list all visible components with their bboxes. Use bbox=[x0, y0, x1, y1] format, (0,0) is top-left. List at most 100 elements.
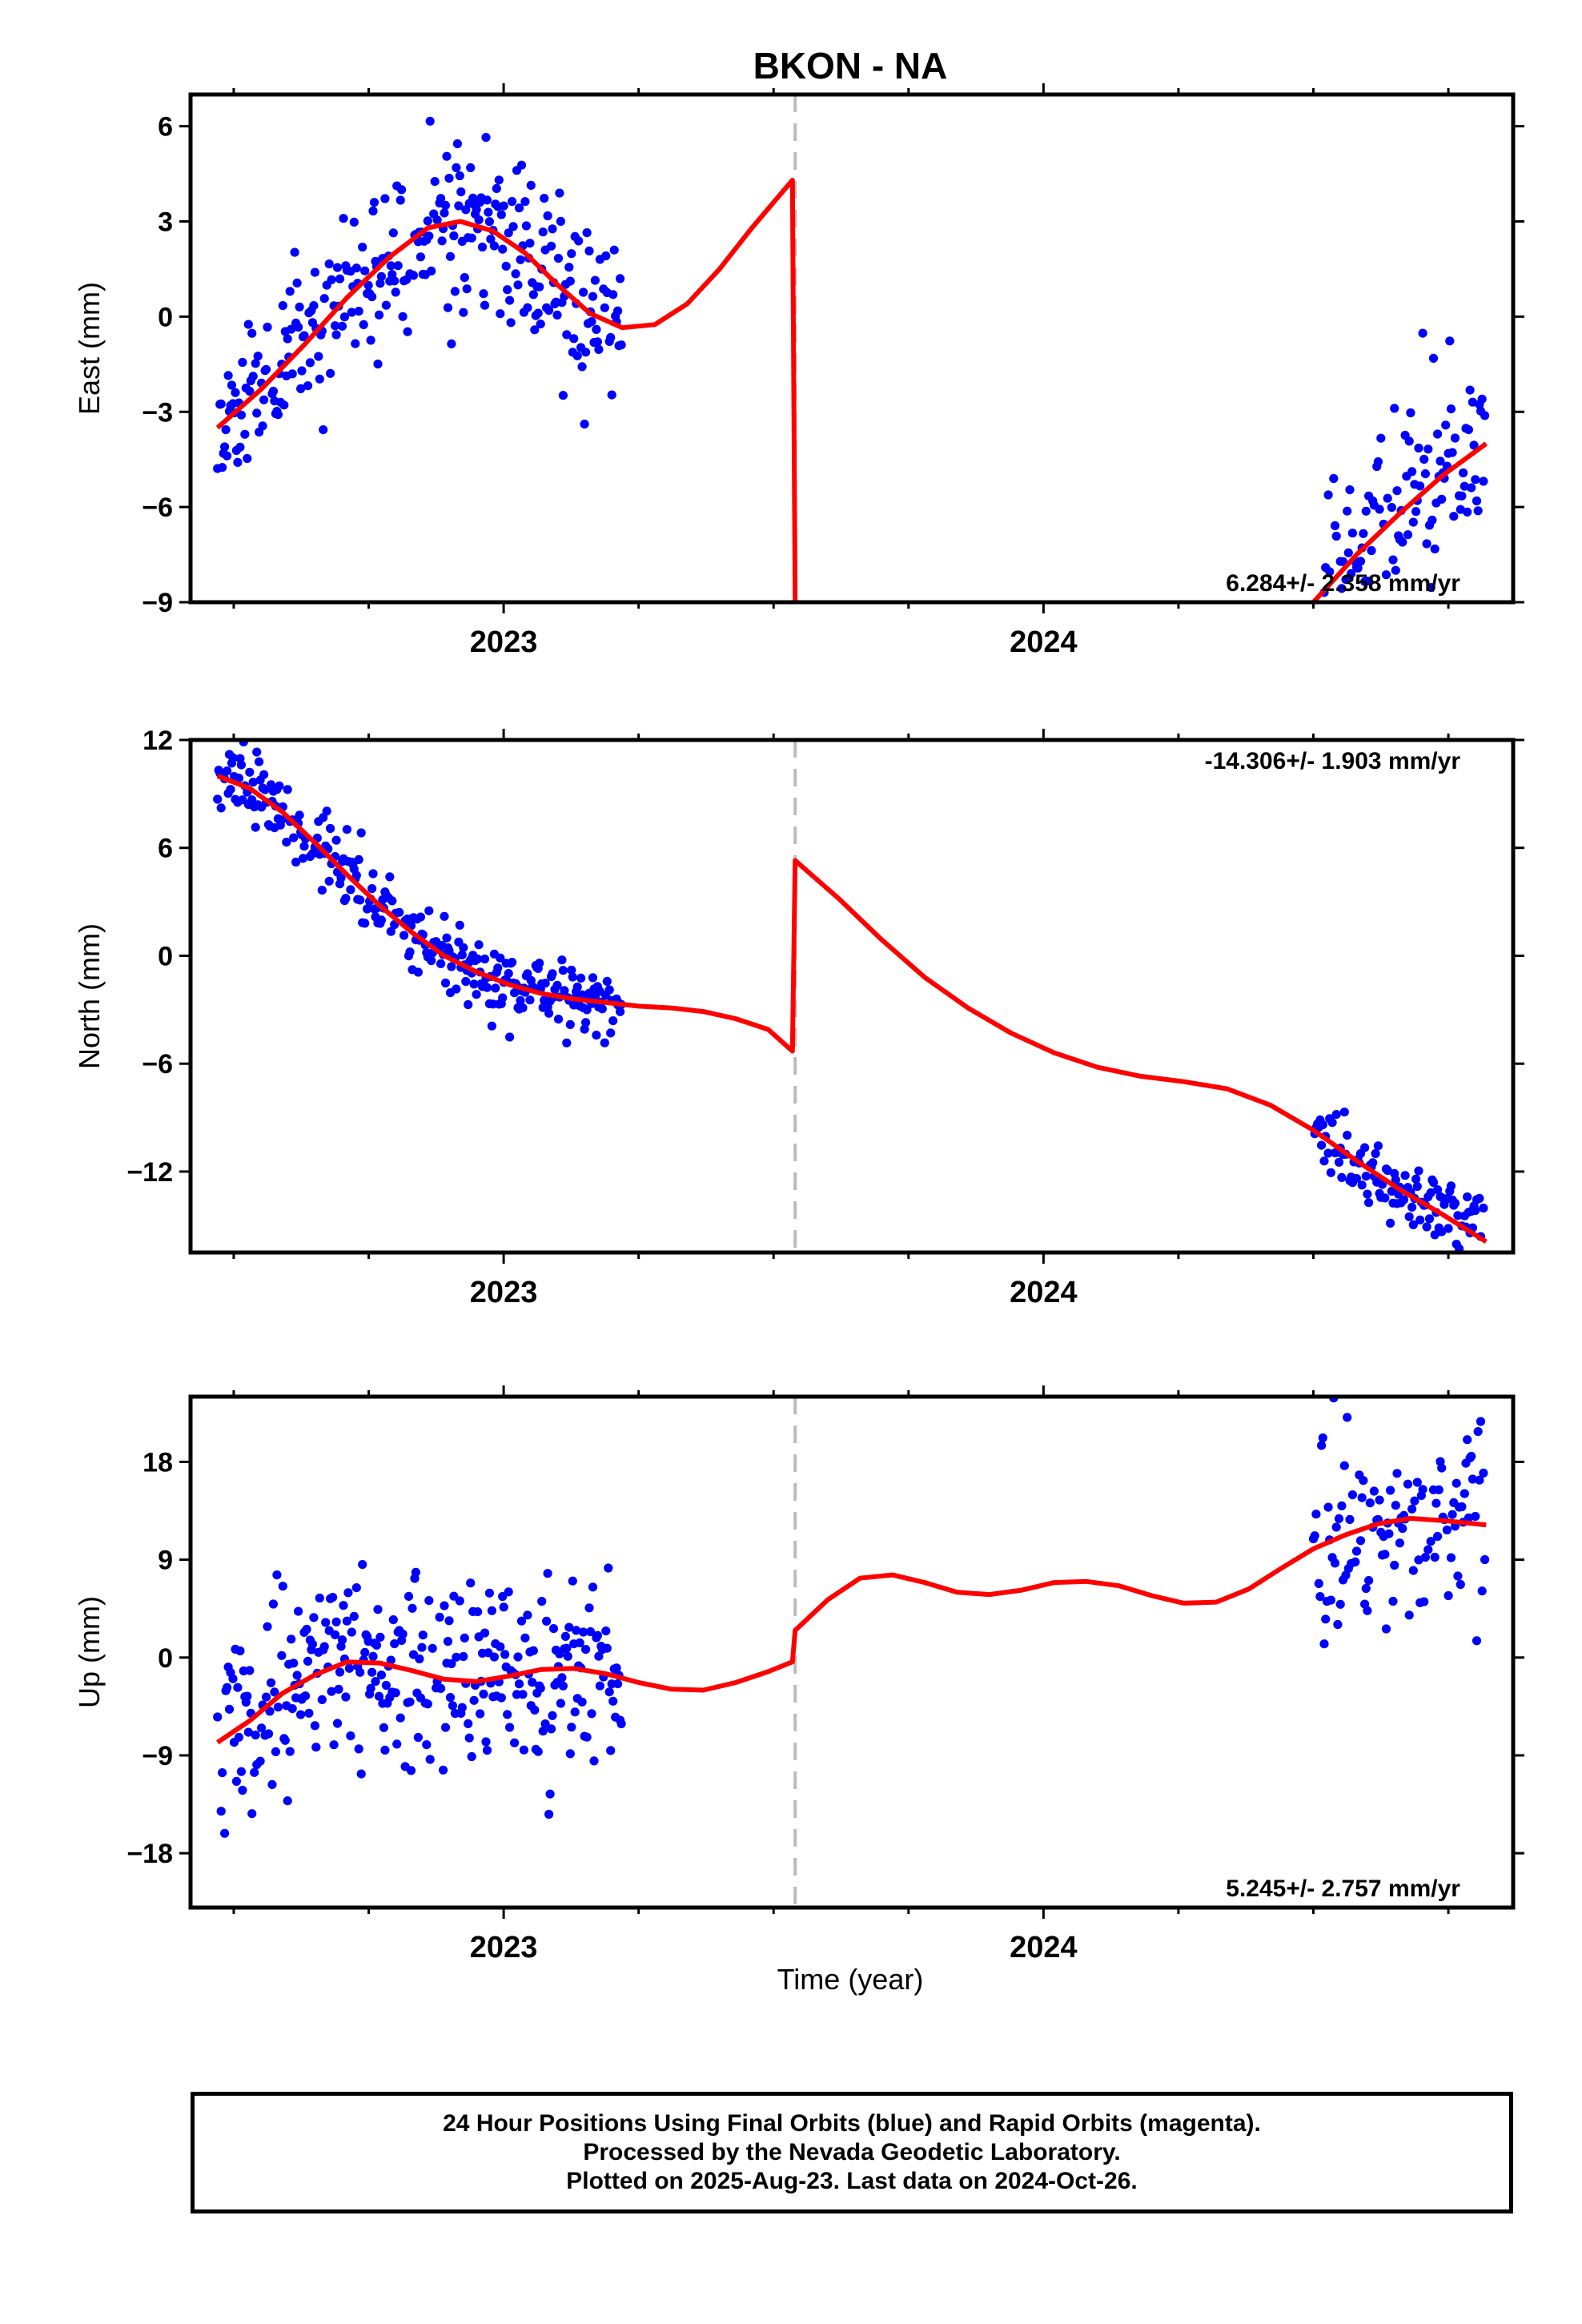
data-point bbox=[493, 963, 503, 973]
data-point bbox=[568, 1576, 577, 1586]
data-point bbox=[331, 330, 341, 340]
data-point bbox=[223, 371, 233, 380]
data-point bbox=[1446, 404, 1456, 414]
data-point bbox=[243, 453, 252, 464]
data-point bbox=[530, 1705, 540, 1715]
data-point bbox=[584, 1603, 594, 1613]
data-point bbox=[510, 988, 520, 998]
data-point bbox=[395, 907, 404, 917]
data-point bbox=[376, 915, 386, 925]
data-point bbox=[1404, 436, 1414, 446]
data-point bbox=[498, 244, 508, 254]
data-point bbox=[1383, 493, 1392, 503]
data-point bbox=[1410, 1496, 1419, 1506]
data-point bbox=[1420, 469, 1430, 479]
data-point bbox=[1334, 1514, 1344, 1523]
data-point bbox=[552, 310, 562, 320]
data-point bbox=[263, 1729, 274, 1739]
data-point bbox=[322, 806, 331, 816]
data-point bbox=[220, 1828, 230, 1838]
data-point bbox=[1392, 1469, 1402, 1478]
data-point bbox=[595, 1681, 605, 1691]
data-point bbox=[310, 1721, 319, 1731]
data-point bbox=[1408, 1220, 1418, 1229]
data-point bbox=[424, 1596, 434, 1606]
data-point bbox=[1468, 1474, 1477, 1484]
data-point bbox=[351, 870, 361, 880]
data-point bbox=[452, 984, 461, 994]
data-point bbox=[540, 1719, 550, 1729]
data-point bbox=[1442, 1525, 1452, 1535]
data-point bbox=[1464, 1513, 1473, 1522]
data-point bbox=[570, 1707, 580, 1717]
data-point bbox=[1355, 557, 1366, 566]
data-point bbox=[1426, 1537, 1435, 1546]
data-point bbox=[260, 785, 270, 794]
data-point bbox=[440, 200, 451, 210]
data-point bbox=[403, 327, 412, 336]
data-point bbox=[296, 384, 306, 393]
data-point bbox=[563, 1651, 572, 1661]
data-point bbox=[484, 1588, 495, 1598]
data-point bbox=[1479, 476, 1488, 486]
data-point bbox=[1365, 1498, 1375, 1508]
data-point bbox=[424, 231, 434, 241]
data-point bbox=[466, 163, 476, 172]
data-point bbox=[360, 266, 370, 275]
data-point bbox=[374, 1691, 384, 1701]
data-point bbox=[250, 1767, 259, 1777]
data-point bbox=[405, 947, 415, 957]
data-point bbox=[537, 1597, 547, 1606]
data-point bbox=[474, 215, 484, 225]
data-point bbox=[487, 1606, 497, 1615]
data-point bbox=[223, 766, 232, 776]
data-point bbox=[294, 1606, 303, 1616]
data-point bbox=[594, 344, 604, 354]
data-point bbox=[448, 1701, 458, 1711]
data-point bbox=[535, 959, 544, 968]
data-point bbox=[572, 351, 582, 360]
data-point bbox=[469, 979, 479, 989]
data-point bbox=[360, 919, 370, 928]
data-point bbox=[341, 894, 351, 903]
data-point bbox=[1331, 531, 1341, 541]
data-point bbox=[326, 368, 335, 378]
data-point bbox=[504, 969, 513, 979]
y-tick-label: −9 bbox=[142, 1741, 173, 1771]
data-point bbox=[455, 171, 464, 181]
data-point bbox=[1323, 1148, 1333, 1158]
data-point bbox=[1383, 1165, 1392, 1176]
data-point bbox=[270, 1687, 279, 1697]
data-point bbox=[388, 1615, 398, 1625]
data-point bbox=[216, 1807, 226, 1816]
data-point bbox=[472, 205, 481, 215]
data-point bbox=[351, 339, 360, 348]
data-point bbox=[367, 292, 377, 302]
data-point bbox=[282, 838, 291, 847]
data-point bbox=[273, 410, 283, 420]
data-point bbox=[1471, 1511, 1480, 1522]
data-point bbox=[581, 1645, 591, 1655]
data-point bbox=[1334, 1157, 1344, 1167]
data-point bbox=[1479, 1468, 1488, 1478]
data-point bbox=[567, 249, 576, 259]
data-point bbox=[381, 300, 391, 310]
data-point bbox=[259, 395, 269, 404]
data-point bbox=[544, 1008, 554, 1018]
data-point bbox=[1363, 1189, 1372, 1199]
data-point bbox=[567, 1723, 576, 1732]
data-point bbox=[467, 233, 476, 243]
data-point bbox=[562, 330, 572, 340]
data-point bbox=[376, 1671, 386, 1680]
data-point bbox=[1430, 544, 1439, 554]
data-point bbox=[354, 854, 363, 864]
data-point bbox=[379, 1723, 388, 1732]
data-point bbox=[1446, 1553, 1456, 1562]
data-point bbox=[1364, 1198, 1374, 1208]
data-point bbox=[285, 287, 295, 296]
data-point bbox=[516, 1616, 527, 1626]
data-point bbox=[304, 1708, 314, 1718]
y-tick-label: 6 bbox=[158, 834, 173, 864]
data-point bbox=[349, 217, 359, 227]
